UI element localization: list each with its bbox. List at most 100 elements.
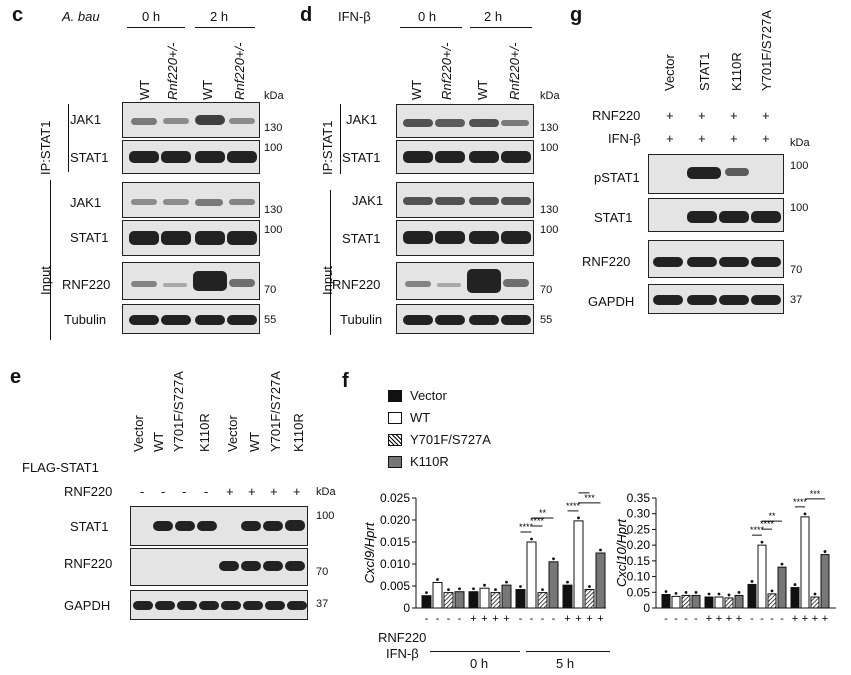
rnf-sign: - <box>519 613 523 625</box>
bar <box>704 596 714 609</box>
bar <box>595 552 606 609</box>
sig-stars: **** <box>750 525 765 535</box>
data-point <box>436 578 439 581</box>
data-point <box>566 580 569 584</box>
row-label: RNF220 <box>332 277 381 292</box>
row-label: STAT1 <box>70 519 109 534</box>
rnf-sign: - <box>760 613 764 625</box>
row-label: STAT1 <box>342 150 381 165</box>
kda-marker: 100 <box>540 142 559 154</box>
time-label: 0 h <box>470 656 489 671</box>
data-point <box>458 587 461 591</box>
bar <box>734 594 744 609</box>
sign: + <box>762 131 770 146</box>
bar <box>479 587 490 609</box>
panel-letter: f <box>342 370 349 392</box>
blot-strip <box>396 182 534 218</box>
y-tick-label: 0.015 <box>380 535 410 549</box>
sign: + <box>293 484 301 499</box>
y-tick-label: 0.05 <box>627 585 651 599</box>
time-underline <box>400 27 462 28</box>
kda-marker: 100 <box>790 202 809 214</box>
sign: + <box>698 131 706 146</box>
legend-swatch-vector <box>388 390 402 402</box>
blot-strip <box>396 104 534 138</box>
row-label: RNF220 <box>582 254 631 269</box>
row-label: Tubulin <box>340 312 383 327</box>
row-label: STAT1 <box>594 210 633 225</box>
y-tick-label: 0.025 <box>380 491 410 505</box>
bar <box>562 584 573 609</box>
data-point <box>505 580 508 584</box>
sign: - <box>161 484 166 499</box>
bar <box>501 584 512 609</box>
chart-cxcl10: 0 0.050.10 0.15 0.20 0.250.30 0.35 Cxcl10/Hprt… <box>614 490 836 625</box>
panel-letter: g <box>570 4 583 26</box>
rnf-sign: - <box>425 613 429 625</box>
time-underline <box>127 27 185 28</box>
sign: + <box>762 108 770 123</box>
data-point <box>737 591 741 594</box>
data-point <box>694 591 698 594</box>
time-underline <box>195 27 255 28</box>
rnf-sign: + <box>470 613 476 625</box>
bar <box>573 520 584 609</box>
bar <box>454 591 465 609</box>
y-tick-label: 0.20 <box>627 538 651 552</box>
bar <box>671 595 681 609</box>
rnf-sign: - <box>770 613 774 625</box>
rnf-sign: + <box>503 613 509 625</box>
kda-marker: 100 <box>264 142 283 154</box>
blot-strip <box>122 102 260 138</box>
rnf-sign: + <box>726 613 732 625</box>
row-label: STAT1 <box>70 150 109 165</box>
bar <box>537 592 548 609</box>
bar <box>691 594 701 609</box>
y-tick-label: 0.15 <box>627 554 651 568</box>
row-label: RNF220 <box>62 277 111 292</box>
bar <box>757 544 767 609</box>
rnf-sign: - <box>458 613 462 625</box>
row-label: STAT1 <box>70 230 109 245</box>
sig-stars: **** <box>530 516 545 526</box>
kda-marker: 70 <box>316 566 329 578</box>
blot-strip <box>130 506 308 546</box>
data-point <box>717 592 721 596</box>
kda-marker: 70 <box>790 264 803 276</box>
y-tick-label: 0.020 <box>380 513 410 527</box>
rnf-sign: + <box>706 613 712 625</box>
kda-marker: 55 <box>540 314 553 326</box>
time-underline <box>430 651 520 652</box>
data-point <box>519 585 522 588</box>
rnf-sign: - <box>541 613 545 625</box>
kda-marker: 55 <box>264 314 277 326</box>
y-tick-label: 0 <box>403 601 410 615</box>
y-tick-label: 0.25 <box>627 522 651 536</box>
lane-label: Vector <box>662 54 677 91</box>
row-label: JAK1 <box>70 112 102 127</box>
lane-label: WT <box>137 79 152 100</box>
bar <box>443 592 454 609</box>
treatment-label: IFN-β <box>608 131 641 146</box>
data-point <box>472 587 475 591</box>
sig-stars: **** <box>793 497 808 507</box>
treatment-label: RNF220 <box>592 108 641 123</box>
data-point <box>727 593 731 597</box>
blot-strip <box>648 198 784 232</box>
lane-label: Y701F/S727A <box>759 10 774 91</box>
rnf-sign: - <box>750 613 754 625</box>
bracket-line <box>340 104 341 174</box>
data-point <box>425 591 428 595</box>
rnf-sign: + <box>822 613 828 625</box>
lane-label: WT <box>475 79 490 100</box>
data-point <box>750 580 754 583</box>
rnf-sign: - <box>684 613 688 625</box>
time-label: 0 h <box>142 9 161 24</box>
sign: - <box>140 484 145 499</box>
bar <box>724 597 734 609</box>
data-point <box>588 585 591 588</box>
blot-strip <box>648 240 784 278</box>
rnf-sign: - <box>530 613 534 625</box>
bar <box>777 566 787 609</box>
blot-strip <box>122 262 260 300</box>
